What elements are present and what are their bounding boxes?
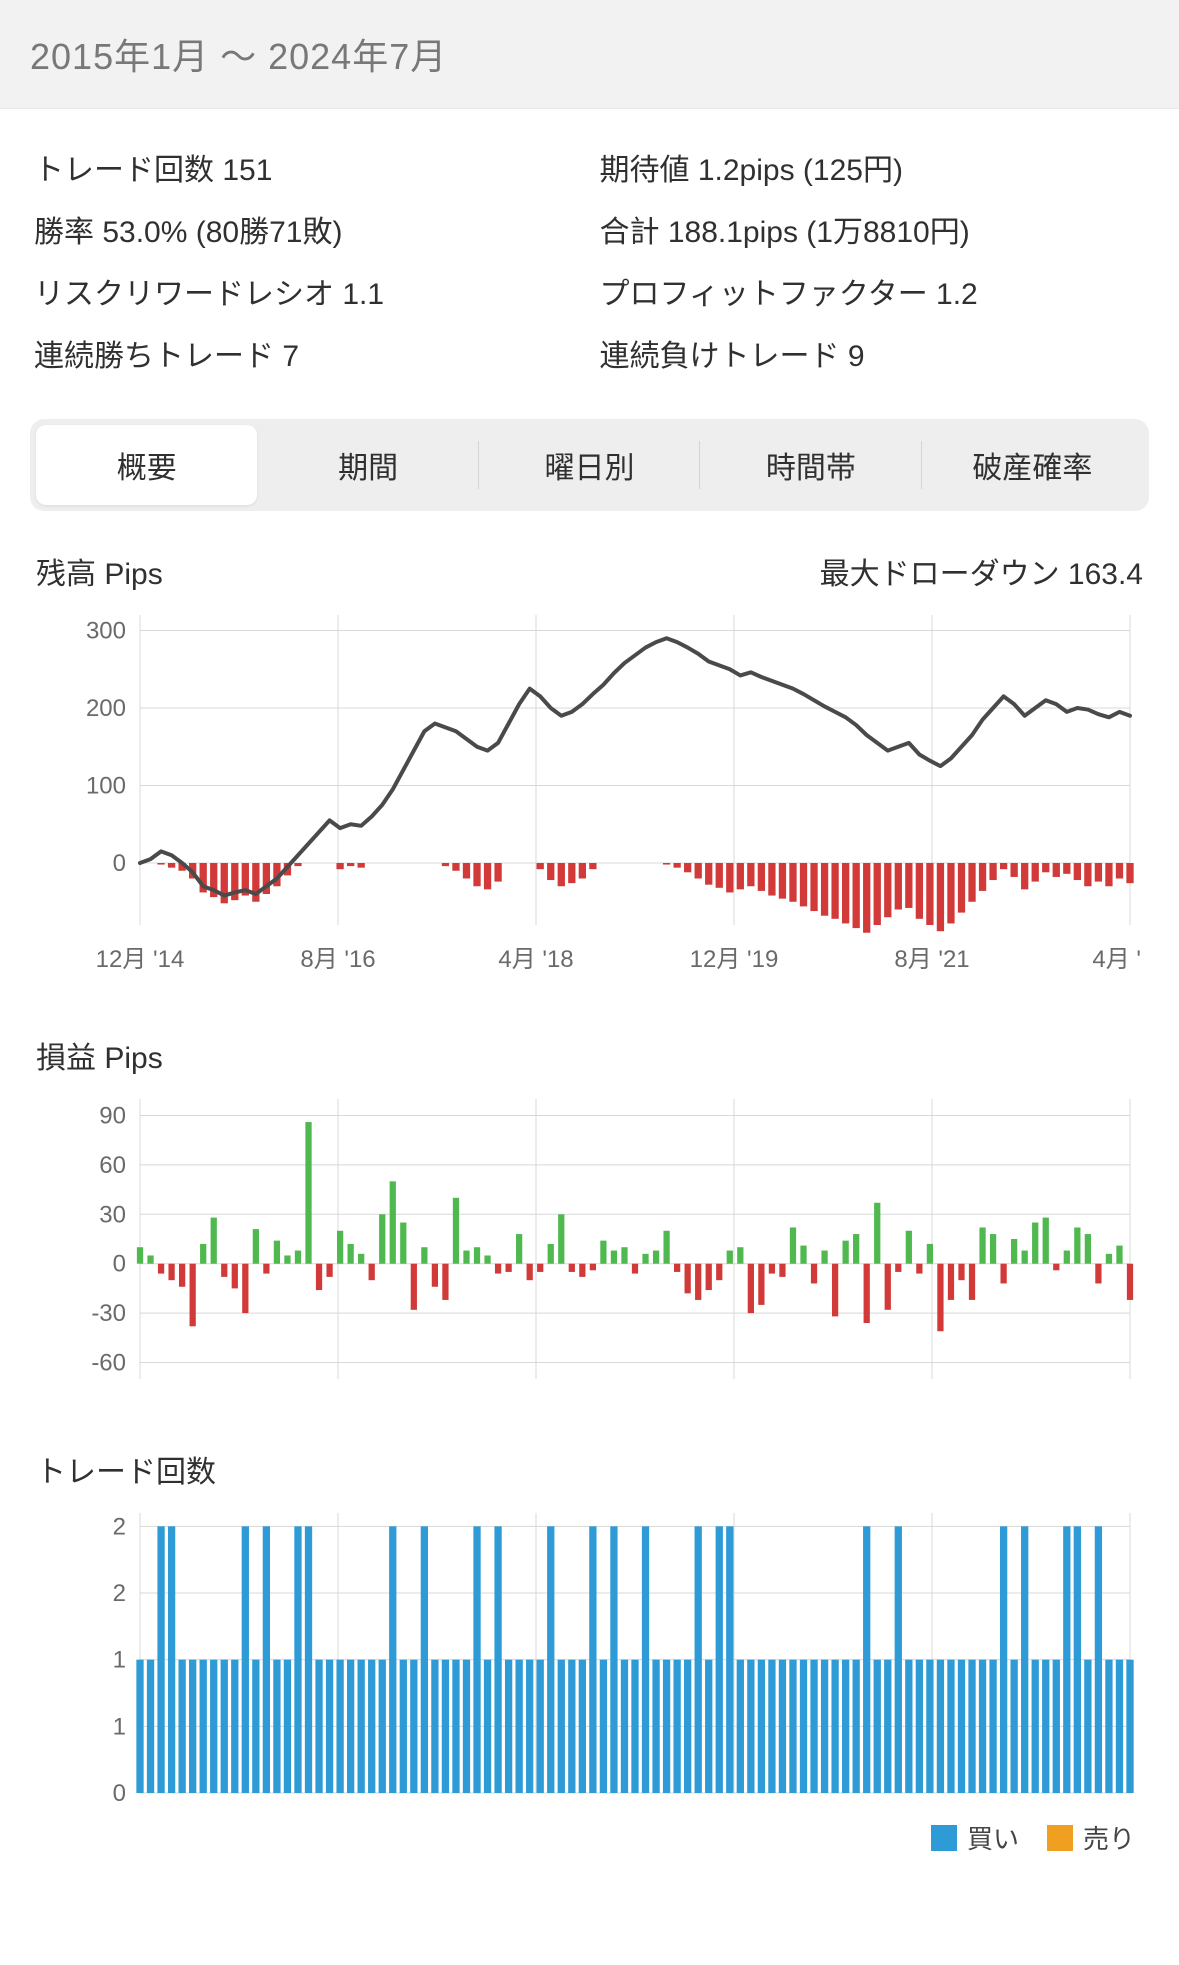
svg-text:300: 300 xyxy=(86,618,126,645)
legend-item-0: 買い xyxy=(931,1819,1019,1856)
stat-rr-ratio: リスクリワードレシオ 1.1 xyxy=(34,269,580,313)
stat-profit-factor: プロフィットファクター 1.2 xyxy=(600,269,1146,313)
stat-trade-count: トレード回数 151 xyxy=(34,145,580,189)
pnl-chart-title: 損益 Pips xyxy=(36,1033,1143,1077)
legend-item-1: 売り xyxy=(1047,1819,1135,1856)
count-chart-legend: 買い 売り xyxy=(0,1813,1179,1880)
svg-text:1: 1 xyxy=(113,1713,126,1740)
tab-2[interactable]: 曜日別 xyxy=(479,425,700,505)
count-chart-title: トレード回数 xyxy=(36,1447,1143,1491)
svg-text:1: 1 xyxy=(113,1647,126,1674)
tab-1[interactable]: 期間 xyxy=(257,425,478,505)
legend-label: 売り xyxy=(1083,1819,1135,1856)
svg-text:0: 0 xyxy=(113,850,126,877)
tab-3[interactable]: 時間帯 xyxy=(700,425,921,505)
count-chart: 0 1 1 2 2 xyxy=(30,1503,1149,1813)
balance-chart: 0 100 200 300 12月 '14 8月 '16 4月 '18 12月 '19 8月 '… xyxy=(30,605,1149,985)
svg-text:100: 100 xyxy=(86,773,126,800)
svg-text:8月 '16: 8月 '16 xyxy=(300,946,375,973)
stat-win-rate: 勝率 53.0% (80勝71敗) xyxy=(34,207,580,251)
tab-4[interactable]: 破産確率 xyxy=(922,425,1143,505)
legend-label: 買い xyxy=(967,1819,1019,1856)
svg-text:4月 '18: 4月 '18 xyxy=(498,946,573,973)
svg-text:12月 '14: 12月 '14 xyxy=(96,946,185,973)
legend-swatch xyxy=(931,1825,957,1851)
svg-text:0: 0 xyxy=(113,1251,126,1278)
tab-0[interactable]: 概要 xyxy=(36,425,257,505)
stat-consec-loss: 連続負けトレード 9 xyxy=(600,331,1146,375)
svg-text:-60: -60 xyxy=(91,1350,126,1377)
stat-expectancy: 期待値 1.2pips (125円) xyxy=(600,145,1146,189)
svg-text:4月 '23: 4月 '23 xyxy=(1092,946,1140,973)
balance-chart-title: 残高 Pips xyxy=(36,549,163,593)
tab-bar: 概要期間曜日別時間帯破産確率 xyxy=(30,419,1149,511)
svg-text:200: 200 xyxy=(86,695,126,722)
svg-text:8月 '21: 8月 '21 xyxy=(894,946,969,973)
svg-text:2: 2 xyxy=(113,1513,126,1540)
svg-text:12月 '19: 12月 '19 xyxy=(690,946,779,973)
legend-swatch xyxy=(1047,1825,1073,1851)
svg-text:0: 0 xyxy=(113,1780,126,1807)
svg-text:60: 60 xyxy=(99,1152,126,1179)
stat-total: 合計 188.1pips (1万8810円) xyxy=(600,207,1146,251)
stats-grid: トレード回数 151 期待値 1.2pips (125円) 勝率 53.0% (… xyxy=(0,109,1179,403)
svg-text:2: 2 xyxy=(113,1580,126,1607)
svg-text:-30: -30 xyxy=(91,1300,126,1327)
svg-text:90: 90 xyxy=(99,1102,126,1129)
stat-consec-win: 連続勝ちトレード 7 xyxy=(34,331,580,375)
balance-chart-drawdown: 最大ドローダウン 163.4 xyxy=(820,549,1143,593)
date-range-header: 2015年1月 〜 2024年7月 xyxy=(0,0,1179,109)
pnl-chart: -60 -30 0 30 60 90 xyxy=(30,1089,1149,1399)
svg-text:30: 30 xyxy=(99,1201,126,1228)
